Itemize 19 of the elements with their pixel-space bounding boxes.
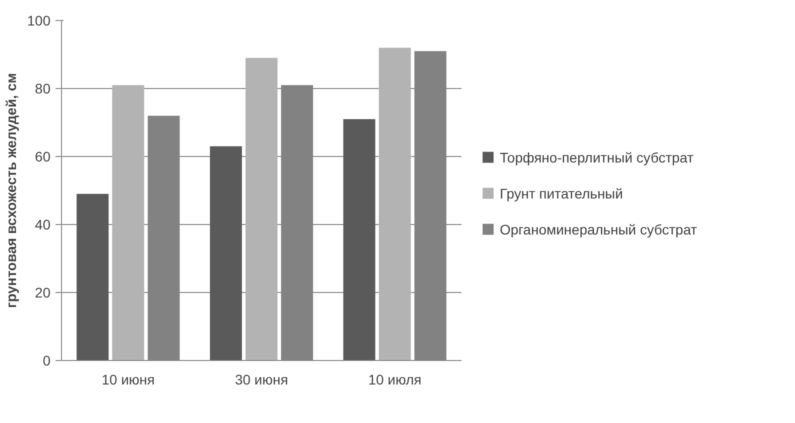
y-axis-title: грунтовая всхожесть желудей, см [3,73,20,308]
bar [210,146,242,360]
x-tick-label: 30 июня [234,372,288,388]
legend-label: Грунт питательный [500,185,623,202]
x-tick-label: 10 июня [102,372,155,388]
bar [246,58,278,360]
y-tick-label: 20 [34,284,51,300]
bar [76,194,109,360]
legend-label: Органоминеральный субстрат [500,221,698,238]
y-tick-label: 60 [34,148,51,164]
bar [378,48,411,360]
y-tick-label: 100 [27,12,51,28]
y-tick-label: 80 [34,80,51,96]
y-tick-label: 40 [34,216,51,232]
x-tick-label: 10 июля [368,372,422,388]
bar [343,119,376,360]
legend-label: Торфяно-перлитный субстрат [500,149,694,166]
y-tick-label: 0 [42,352,51,368]
bar [112,85,144,360]
